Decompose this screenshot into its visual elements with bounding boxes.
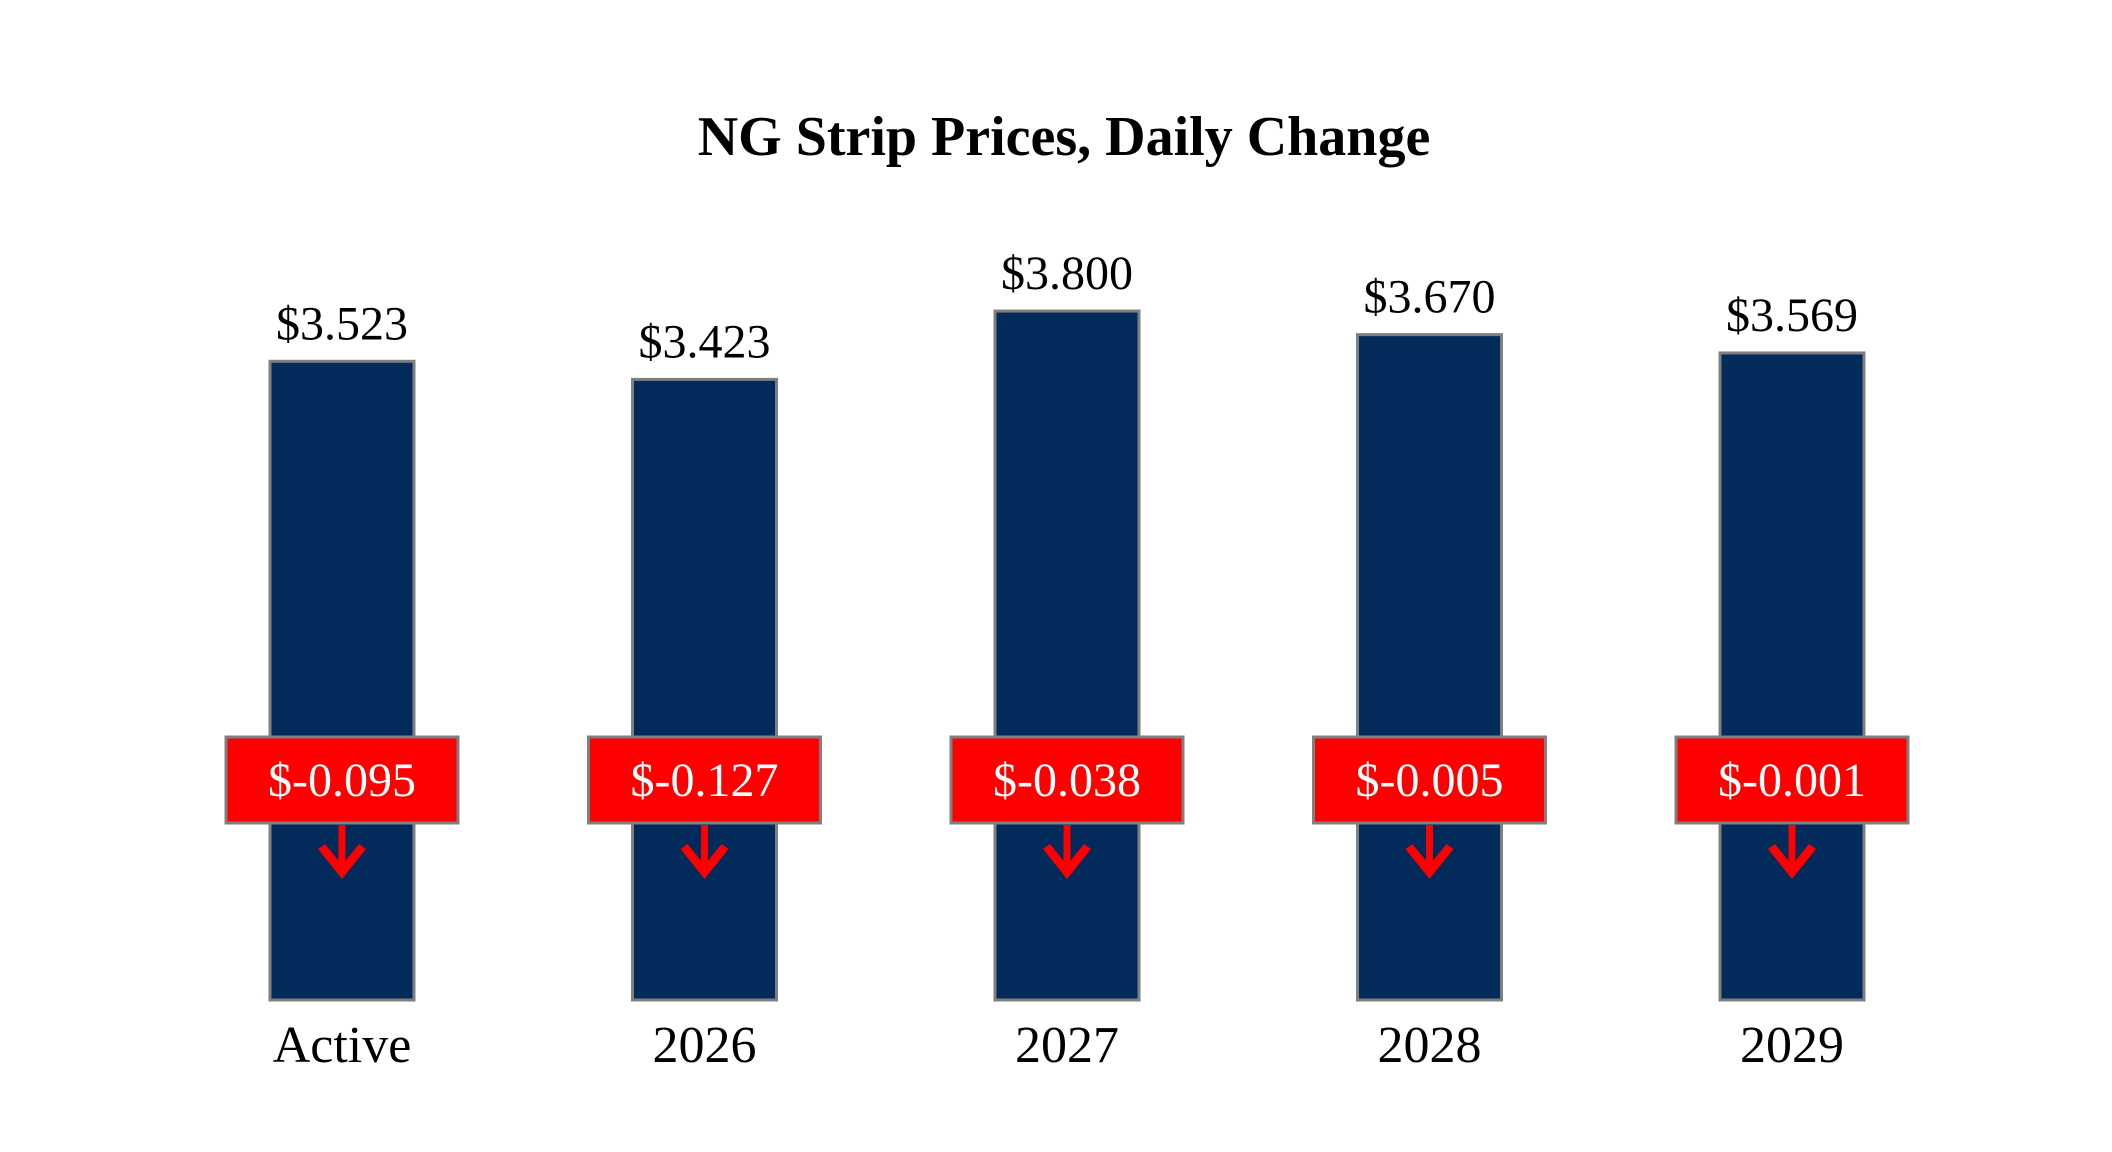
change-label-active: $-0.095 [268, 754, 416, 807]
category-label-2029: 2029 [1740, 1017, 1844, 1074]
change-indicators-layer: $-0.095 $-0.127 $-0.038 $-0.005 $-0.001 [224, 735, 1910, 879]
arrow-down-icon [1405, 825, 1454, 879]
change-box-2029 [1674, 735, 1910, 825]
arrow-down-icon [318, 825, 366, 879]
bars-layer [268, 309, 1866, 1002]
category-label-2026: 2026 [653, 1017, 757, 1074]
bar-2026 [631, 377, 778, 1002]
value-label-2028: $3.670 [1364, 271, 1496, 324]
bar-2027 [993, 309, 1141, 1002]
change-label-2026: $-0.127 [631, 754, 779, 807]
change-label-2028: $-0.005 [1356, 754, 1504, 807]
arrow-down-icon [1768, 825, 1816, 879]
category-label-2027: 2027 [1015, 1017, 1119, 1074]
category-label-active: Active [273, 1017, 412, 1074]
change-box-2026 [587, 735, 822, 825]
value-label-2029: $3.569 [1726, 289, 1858, 342]
value-labels-layer: $3.523 $3.423 $3.800 $3.670 $3.569 [276, 247, 1858, 368]
bar-active [268, 359, 416, 1002]
change-label-2027: $-0.038 [993, 754, 1141, 807]
bar-2029 [1718, 351, 1866, 1002]
value-label-2027: $3.800 [1001, 247, 1133, 300]
change-box-2027 [949, 735, 1185, 825]
change-label-2029: $-0.001 [1718, 754, 1866, 807]
change-box-2028 [1312, 735, 1547, 825]
bar-2028 [1356, 333, 1503, 1002]
category-labels-layer: Active 2026 2027 2028 2029 [273, 1017, 1844, 1074]
value-label-2026: $3.423 [639, 315, 771, 368]
arrow-down-icon [1043, 825, 1091, 879]
arrow-down-icon [680, 825, 729, 879]
chart-title: NG Strip Prices, Daily Change [698, 106, 1431, 168]
category-label-2028: 2028 [1378, 1017, 1482, 1074]
change-box-active [224, 735, 460, 825]
value-label-active: $3.523 [276, 297, 408, 350]
